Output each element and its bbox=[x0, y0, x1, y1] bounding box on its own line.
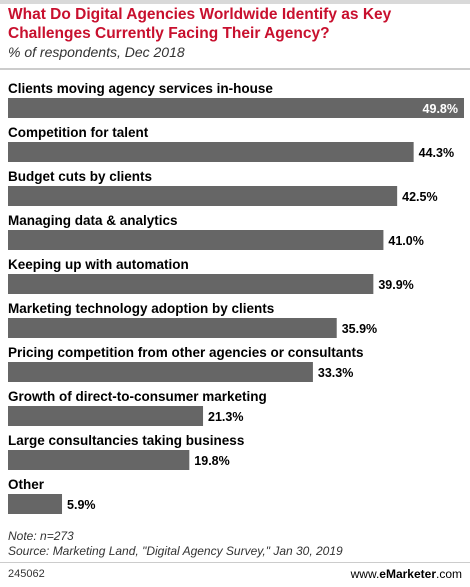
bar bbox=[8, 230, 384, 250]
footer-divider bbox=[0, 562, 470, 563]
category-label: Large consultancies taking business bbox=[8, 433, 244, 448]
value-label: 39.9% bbox=[378, 278, 413, 292]
value-label: 21.3% bbox=[208, 410, 243, 424]
chart-title: What Do Digital Agencies Worldwide Ident… bbox=[8, 6, 392, 42]
bar bbox=[8, 98, 464, 118]
category-label: Keeping up with automation bbox=[8, 257, 189, 272]
value-label: 35.9% bbox=[342, 322, 377, 336]
bar bbox=[8, 494, 63, 514]
bar-chart: Clients moving agency services in-house 4… bbox=[8, 81, 464, 514]
value-label: 42.5% bbox=[402, 190, 437, 204]
brand-prefix: www. bbox=[350, 567, 380, 581]
top-rule bbox=[0, 0, 470, 4]
value-label: 19.8% bbox=[194, 454, 229, 468]
value-label: 5.9% bbox=[67, 498, 96, 512]
brand-name: eMarketer bbox=[379, 567, 436, 581]
category-label: Budget cuts by clients bbox=[8, 169, 152, 184]
category-label: Competition for talent bbox=[8, 125, 149, 140]
bar bbox=[8, 274, 374, 294]
bar bbox=[8, 186, 398, 206]
bar bbox=[8, 450, 190, 470]
source-note: Source: Marketing Land, "Digital Agency … bbox=[8, 544, 343, 558]
value-label: 44.3% bbox=[419, 146, 454, 160]
category-label: Marketing technology adoption by clients bbox=[8, 301, 274, 316]
category-label: Clients moving agency services in-house bbox=[8, 81, 273, 96]
value-label: 49.8% bbox=[423, 102, 458, 116]
category-label: Growth of direct-to-consumer marketing bbox=[8, 389, 267, 404]
chart-id: 245062 bbox=[8, 568, 45, 580]
value-label: 33.3% bbox=[318, 366, 353, 380]
category-label: Pricing competition from other agencies … bbox=[8, 345, 364, 360]
bar bbox=[8, 362, 313, 382]
chart-subtitle: % of respondents, Dec 2018 bbox=[8, 44, 185, 60]
brand-suffix: .com bbox=[435, 567, 462, 581]
brand-logo: www.eMarketer.com bbox=[351, 567, 462, 581]
value-label: 41.0% bbox=[388, 234, 423, 248]
bar bbox=[8, 142, 414, 162]
bar bbox=[8, 318, 337, 338]
category-label: Managing data & analytics bbox=[8, 213, 178, 228]
footnote: Note: n=273 bbox=[8, 529, 74, 543]
category-label: Other bbox=[8, 477, 45, 492]
header-divider bbox=[0, 68, 470, 70]
bar bbox=[8, 406, 204, 426]
